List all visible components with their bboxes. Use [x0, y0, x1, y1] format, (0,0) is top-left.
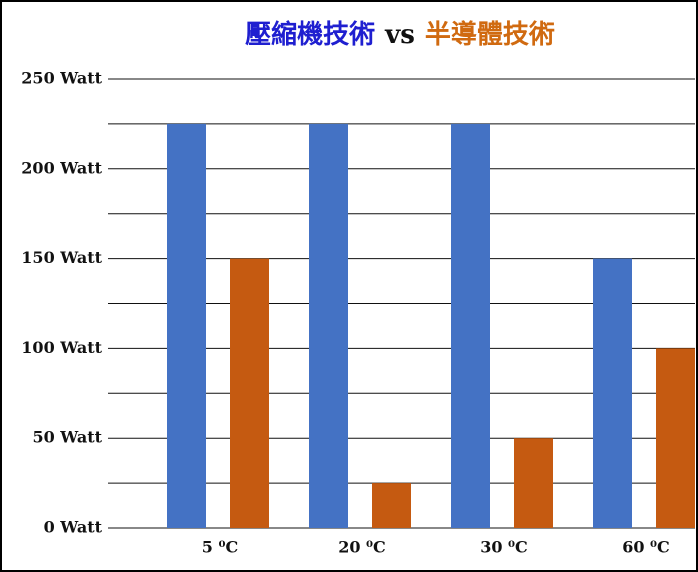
bar — [167, 123, 206, 529]
y-tick-label: 50 Watt — [32, 428, 102, 447]
x-tick-label: 5 ⁰C — [202, 538, 238, 557]
bar — [593, 258, 632, 528]
y-tick-label: 200 Watt — [21, 158, 102, 177]
y-tick-label: 250 Watt — [21, 69, 102, 88]
y-tick-label: 100 Watt — [21, 338, 102, 357]
bar — [514, 438, 553, 528]
bar — [451, 123, 490, 529]
x-tick-label: 20 ⁰C — [338, 538, 386, 557]
x-tick-label: 30 ⁰C — [480, 538, 528, 557]
x-tick-label: 60 ⁰C — [622, 538, 670, 557]
bar — [230, 258, 269, 528]
title-part: 半導體技術 — [425, 19, 555, 50]
bar — [656, 348, 695, 528]
bar — [309, 123, 348, 529]
title-part: vs — [384, 20, 415, 50]
y-tick-label: 150 Watt — [21, 248, 102, 267]
bar — [372, 483, 411, 528]
chart-title: 壓縮機技術 vs 半導體技術 — [245, 19, 555, 50]
title-part: 壓縮機技術 — [245, 19, 375, 50]
y-tick-label: 0 Watt — [44, 518, 103, 537]
